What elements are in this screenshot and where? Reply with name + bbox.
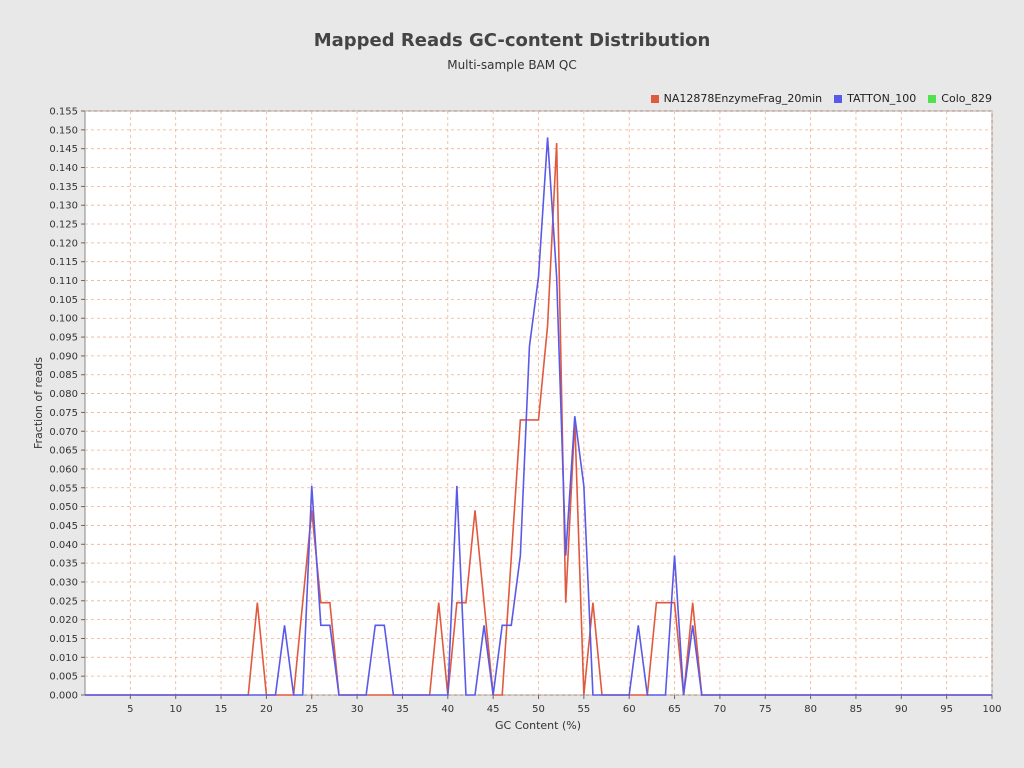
legend-swatch-tatton [834,94,843,103]
y-tick-label: 0.065 [49,446,78,457]
legend-entry-na12878[interactable]: NA12878EnzymeFrag_20min [650,92,823,105]
legend-label-tatton: TATTON_100 [847,92,917,105]
y-tick-label: 0.085 [49,370,78,381]
x-tick-label: 100 [982,704,1001,715]
legend-label-na12878: NA12878EnzymeFrag_20min [663,92,823,105]
x-tick-label: 65 [668,704,681,715]
y-tick-label: 0.020 [49,615,78,626]
x-tick-label: 10 [169,704,182,715]
x-tick-label: 45 [487,704,500,715]
legend-swatch-na12878 [650,94,659,103]
y-tick-label: 0.150 [49,125,78,136]
chart-title: Mapped Reads GC-content Distribution [313,30,711,51]
y-tick-label: 0.080 [49,389,78,400]
x-tick-label: 25 [305,704,318,715]
series-lines [85,137,992,696]
x-tick-label: 80 [804,704,817,715]
y-tick-label: 0.125 [49,220,78,231]
x-tick-label: 50 [532,704,545,715]
y-tick-label: 0.105 [49,295,78,306]
x-tick-label: 5 [127,704,133,715]
x-axis-ticks: 5 10 15 20 25 30 35 40 45 50 55 60 65 70 75 80 85 90 95 100 [127,695,1002,715]
y-tick-label: 0.000 [49,691,78,702]
legend: NA12878EnzymeFrag_20min TATTON_100 Colo_… [650,92,992,105]
legend-entry-tatton[interactable]: TATTON_100 [834,92,916,105]
x-tick-label: 90 [895,704,908,715]
y-tick-label: 0.050 [49,502,78,513]
x-tick-label: 40 [441,704,454,715]
x-axis-label: GC Content (%) [495,719,581,732]
y-tick-label: 0.070 [49,427,78,438]
x-tick-label: 35 [396,704,409,715]
x-tick-label: 75 [759,704,772,715]
legend-label-colo: Colo_829 [941,92,992,105]
y-tick-label: 0.090 [49,351,78,362]
y-tick-label: 0.120 [49,238,78,249]
y-tick-label: 0.075 [49,408,78,419]
plot-background [84,110,993,696]
y-tick-label: 0.055 [49,483,78,494]
y-tick-label: 0.140 [49,163,78,174]
y-tick-label: 0.005 [49,672,78,683]
y-tick-label: 0.095 [49,333,78,344]
y-tick-label: 0.130 [49,201,78,212]
y-tick-label: 0.045 [49,521,78,532]
x-tick-label: 60 [623,704,636,715]
x-tick-label: 95 [940,704,953,715]
y-tick-label: 0.025 [49,596,78,607]
y-tick-label: 0.100 [49,314,78,325]
x-tick-label: 15 [215,704,228,715]
y-tick-label: 0.010 [49,653,78,664]
y-tick-label: 0.015 [49,634,78,645]
y-tick-label: 0.060 [49,464,78,475]
y-tick-label: 0.145 [49,144,78,155]
y-tick-label: 0.110 [49,276,78,287]
y-tick-label: 0.115 [49,257,78,268]
y-tick-label: 0.155 [49,107,78,118]
series-line-tatton-100 [85,137,992,696]
x-tick-label: 30 [351,704,364,715]
legend-swatch-colo [928,94,937,103]
x-tick-label: 20 [260,704,273,715]
y-axis-ticks: 0.000 0.005 0.010 0.015 0.020 0.025 0.030 0.035… [49,107,85,702]
legend-entry-colo[interactable]: Colo_829 [928,92,992,105]
y-tick-label: 0.035 [49,559,78,570]
y-tick-label: 0.040 [49,540,78,551]
x-tick-label: 70 [714,704,727,715]
x-tick-label: 85 [850,704,863,715]
y-axis-label: Fraction of reads [32,357,45,449]
x-tick-label: 55 [577,704,590,715]
y-tick-label: 0.135 [49,182,78,193]
y-tick-label: 0.030 [49,577,78,588]
chart-subtitle: Multi-sample BAM QC [447,58,577,72]
